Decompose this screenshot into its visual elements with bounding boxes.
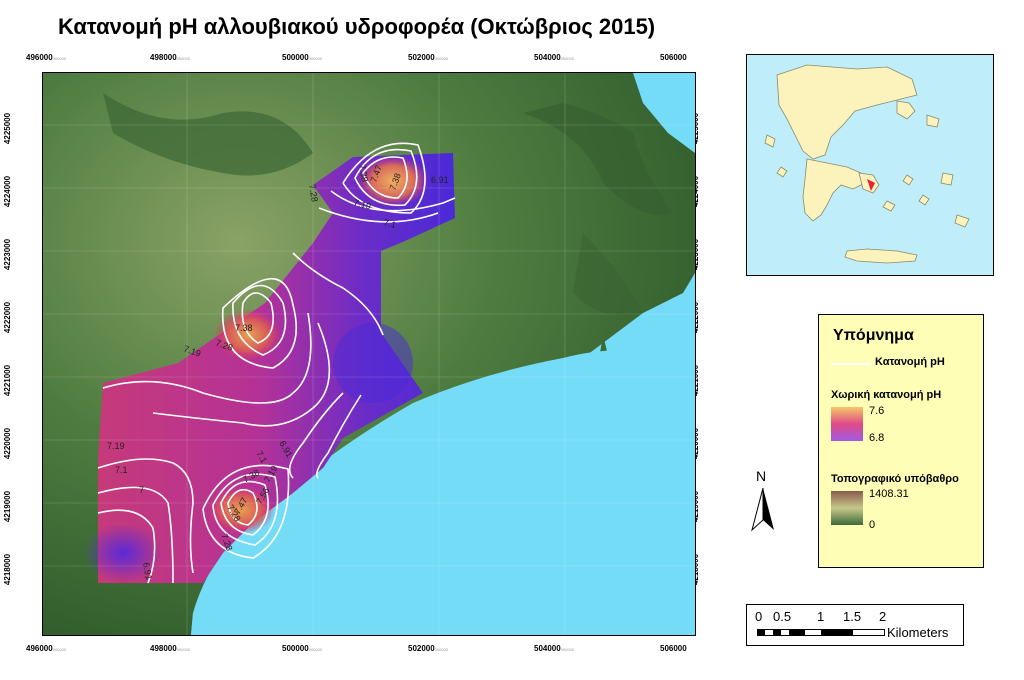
north-arrow: N	[748, 468, 778, 534]
y-tick-label: 4221000	[3, 364, 13, 397]
x-tick-label: 498000000000	[150, 53, 191, 62]
legend-ph-min: 6.8	[869, 432, 885, 444]
contour-label: 7.19	[352, 197, 372, 211]
y-tick-label: 4223000	[3, 238, 13, 271]
contour-label: 7	[139, 485, 144, 495]
contour-label: 7.38	[235, 323, 253, 333]
x-tick-label: 504000000000	[534, 644, 575, 653]
north-arrow-label: N	[756, 468, 767, 484]
legend-contour-swatch	[831, 363, 871, 365]
study-area-marker	[867, 179, 875, 191]
contour-lines	[97, 142, 456, 584]
main-map: 7.28 7.38 7.47 7.38 6.91 7.19 7.1 7.38 7…	[42, 72, 696, 636]
legend-topo-min: 0	[869, 519, 876, 531]
legend-ph-title: Χωρική κατανομή pH	[831, 389, 942, 401]
x-tick-label: 504000000000	[534, 53, 575, 62]
scale-label: 0.5	[773, 609, 792, 624]
y-tick-label: 4222000	[3, 301, 13, 334]
legend-topo-title: Τοπογραφικό υπόβαθρο	[831, 473, 959, 485]
scale-label: 1.5	[843, 609, 862, 624]
scale-label: 2	[879, 609, 887, 624]
x-tick-label: 502000000000	[408, 644, 449, 653]
y-tick-label: 4224000	[3, 175, 13, 208]
x-tick-label: 500000000000	[282, 53, 323, 62]
x-tick-label: 500000000000	[282, 644, 323, 653]
scale-seg	[789, 629, 805, 636]
x-tick-label: 502000000000	[408, 53, 449, 62]
contour-label: 7.1	[382, 217, 397, 230]
sea-bay	[191, 273, 695, 635]
scale-label: 1	[817, 609, 825, 624]
inset-map	[746, 54, 994, 276]
x-tick-label: 496000000000	[26, 644, 67, 653]
contour-label: 6.91	[431, 175, 449, 185]
scale-bar: 0 0.5 1 1.5 2 Kilometers	[746, 604, 964, 646]
x-tick-label: 498000000000	[150, 644, 191, 653]
inset-canvas	[764, 64, 970, 264]
scale-unit: Kilometers	[887, 625, 949, 640]
legend-contour-label: Κατανομή pH	[875, 356, 945, 368]
map-canvas: 7.28 7.38 7.47 7.38 6.91 7.19 7.1 7.38 7…	[43, 73, 695, 635]
scale-label: 0	[755, 609, 763, 624]
legend-ph-ramp	[831, 407, 863, 441]
legend-topo-max: 1408.31	[869, 488, 909, 500]
y-tick-label: 4225000	[3, 112, 13, 145]
x-tick-label: 506000	[660, 53, 687, 62]
contour-label: 6.91	[141, 562, 154, 581]
y-tick-label: 4220000	[3, 427, 13, 460]
legend-ph-max: 7.6	[869, 405, 885, 417]
north-arrow-icon	[751, 487, 774, 532]
legend-topo-ramp	[831, 491, 863, 525]
legend: Υπόμνημα Κατανομή pH Χωρική κατανομή pH …	[818, 314, 984, 568]
x-tick-label: 506000	[660, 644, 687, 653]
map-title: Κατανομή pH αλλουβιακού υδροφορέα (Οκτώβ…	[58, 14, 656, 39]
contour-label: 7.19	[107, 441, 125, 451]
legend-title: Υπόμνημα	[833, 327, 914, 344]
contour-label: 7.1	[115, 465, 128, 475]
graticule	[43, 73, 695, 635]
x-tick-label: 496000000000	[26, 53, 67, 62]
scale-seg	[773, 629, 781, 636]
contour-label: 7.38	[357, 164, 370, 183]
scale-seg	[757, 629, 765, 636]
y-tick-label: 4219000	[3, 490, 13, 523]
y-tick-label: 4218000	[3, 553, 13, 586]
scale-seg	[821, 629, 853, 636]
contour-label: 7.28	[307, 184, 320, 203]
